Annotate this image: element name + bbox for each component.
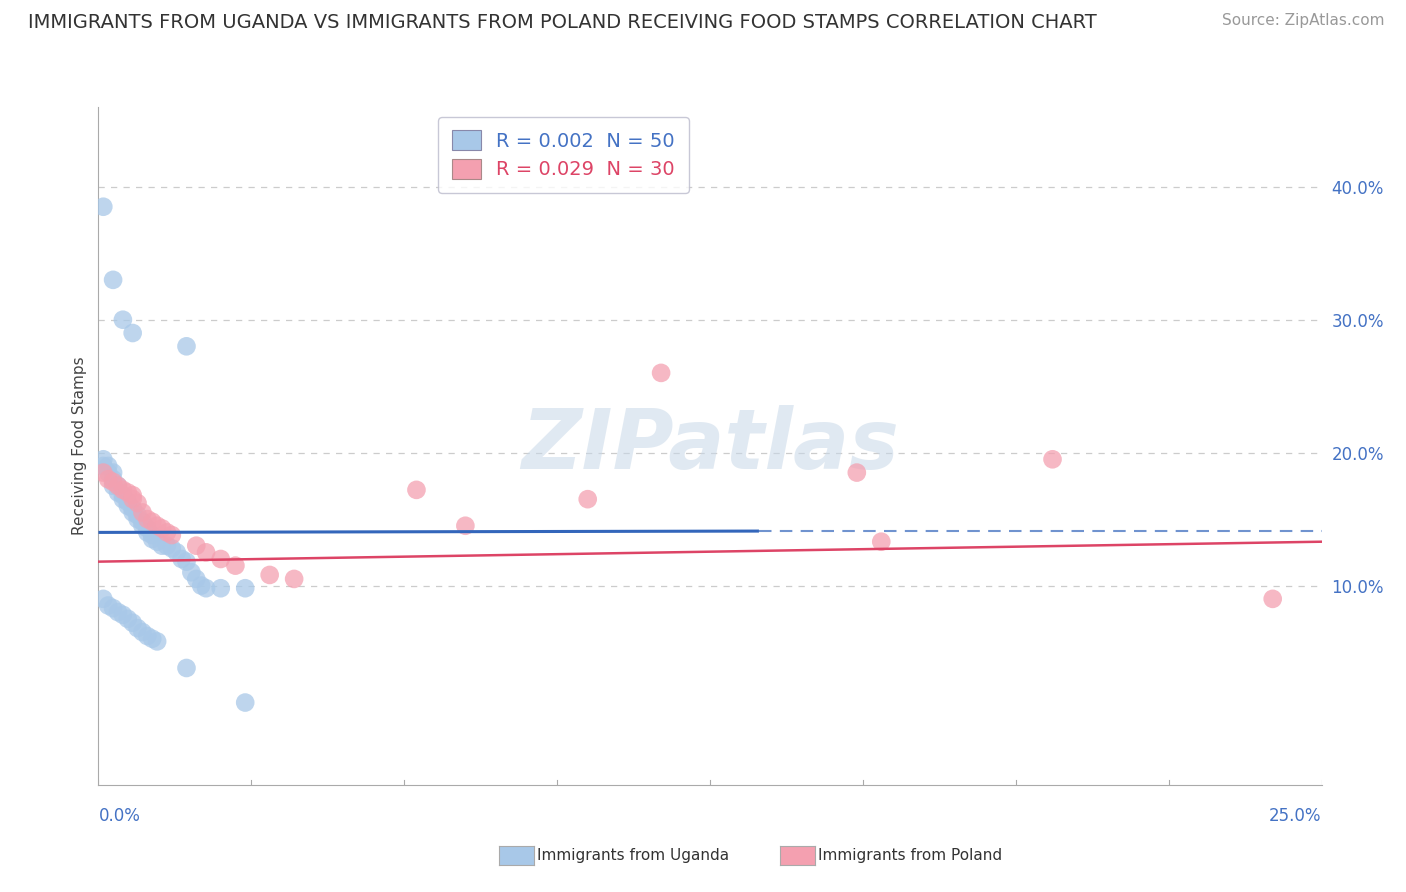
Point — [146, 534, 169, 549]
Point — [136, 525, 159, 540]
Point — [117, 485, 139, 500]
Text: Immigrants from Poland: Immigrants from Poland — [818, 848, 1002, 863]
Point — [107, 485, 129, 500]
Text: Source: ZipAtlas.com: Source: ZipAtlas.com — [1222, 13, 1385, 29]
Point — [107, 479, 129, 493]
Point — [101, 475, 124, 489]
Point — [176, 555, 198, 569]
Point — [121, 492, 143, 507]
Point — [127, 621, 149, 635]
Point — [121, 615, 143, 630]
Point — [97, 466, 120, 480]
Point — [101, 601, 124, 615]
Point — [127, 496, 149, 510]
Point — [186, 572, 208, 586]
Point — [121, 506, 143, 520]
Point — [121, 488, 143, 502]
Point — [117, 495, 139, 509]
Point — [176, 339, 198, 353]
Point — [146, 634, 169, 648]
Text: 25.0%: 25.0% — [1270, 807, 1322, 825]
Point — [870, 534, 893, 549]
Point — [180, 566, 202, 580]
Point — [136, 629, 159, 643]
Point — [131, 515, 153, 529]
Point — [141, 532, 163, 546]
Point — [101, 472, 124, 486]
Point — [136, 512, 159, 526]
Point — [127, 508, 149, 522]
Point — [136, 521, 159, 535]
Point — [160, 541, 183, 556]
Point — [107, 479, 129, 493]
Point — [166, 545, 188, 559]
Text: IMMIGRANTS FROM UGANDA VS IMMIGRANTS FROM POLAND RECEIVING FOOD STAMPS CORRELATI: IMMIGRANTS FROM UGANDA VS IMMIGRANTS FRO… — [28, 13, 1097, 32]
Point — [209, 552, 232, 566]
Point — [111, 312, 134, 326]
Point — [186, 539, 208, 553]
Point — [101, 479, 124, 493]
Point — [160, 528, 183, 542]
Point — [97, 472, 120, 486]
Point — [121, 501, 143, 516]
Y-axis label: Receiving Food Stamps: Receiving Food Stamps — [72, 357, 87, 535]
Point — [150, 521, 173, 535]
Point — [190, 578, 212, 592]
Point — [156, 539, 179, 553]
Point — [141, 632, 163, 646]
Point — [150, 539, 173, 553]
Point — [146, 518, 169, 533]
Point — [101, 273, 124, 287]
Point — [117, 499, 139, 513]
Point — [107, 605, 129, 619]
Point — [1042, 452, 1064, 467]
Point — [97, 458, 120, 473]
Point — [195, 581, 218, 595]
Text: ZIPatlas: ZIPatlas — [522, 406, 898, 486]
Point — [91, 200, 114, 214]
Point — [141, 528, 163, 542]
Point — [91, 466, 114, 480]
Point — [111, 488, 134, 502]
Legend: R = 0.002  N = 50, R = 0.029  N = 30: R = 0.002 N = 50, R = 0.029 N = 30 — [437, 117, 689, 193]
Point — [1261, 591, 1284, 606]
Point — [259, 568, 281, 582]
Point — [131, 518, 153, 533]
Point — [131, 506, 153, 520]
Point — [650, 366, 672, 380]
Point — [405, 483, 427, 497]
Point — [141, 515, 163, 529]
Point — [195, 545, 218, 559]
Point — [170, 552, 193, 566]
Point — [101, 466, 124, 480]
Text: 0.0%: 0.0% — [98, 807, 141, 825]
Point — [454, 518, 477, 533]
Point — [111, 607, 134, 622]
Point — [127, 512, 149, 526]
Point — [156, 525, 179, 540]
Point — [233, 696, 256, 710]
Point — [97, 599, 120, 613]
Text: Immigrants from Uganda: Immigrants from Uganda — [537, 848, 730, 863]
Point — [224, 558, 246, 573]
Point — [121, 326, 143, 340]
Point — [131, 625, 153, 640]
Point — [209, 581, 232, 595]
Point — [91, 452, 114, 467]
Point — [845, 466, 868, 480]
Point — [283, 572, 305, 586]
Point — [233, 581, 256, 595]
Point — [111, 492, 134, 507]
Point — [117, 612, 139, 626]
Point — [576, 492, 599, 507]
Point — [111, 483, 134, 497]
Point — [91, 591, 114, 606]
Point — [91, 458, 114, 473]
Point — [176, 661, 198, 675]
